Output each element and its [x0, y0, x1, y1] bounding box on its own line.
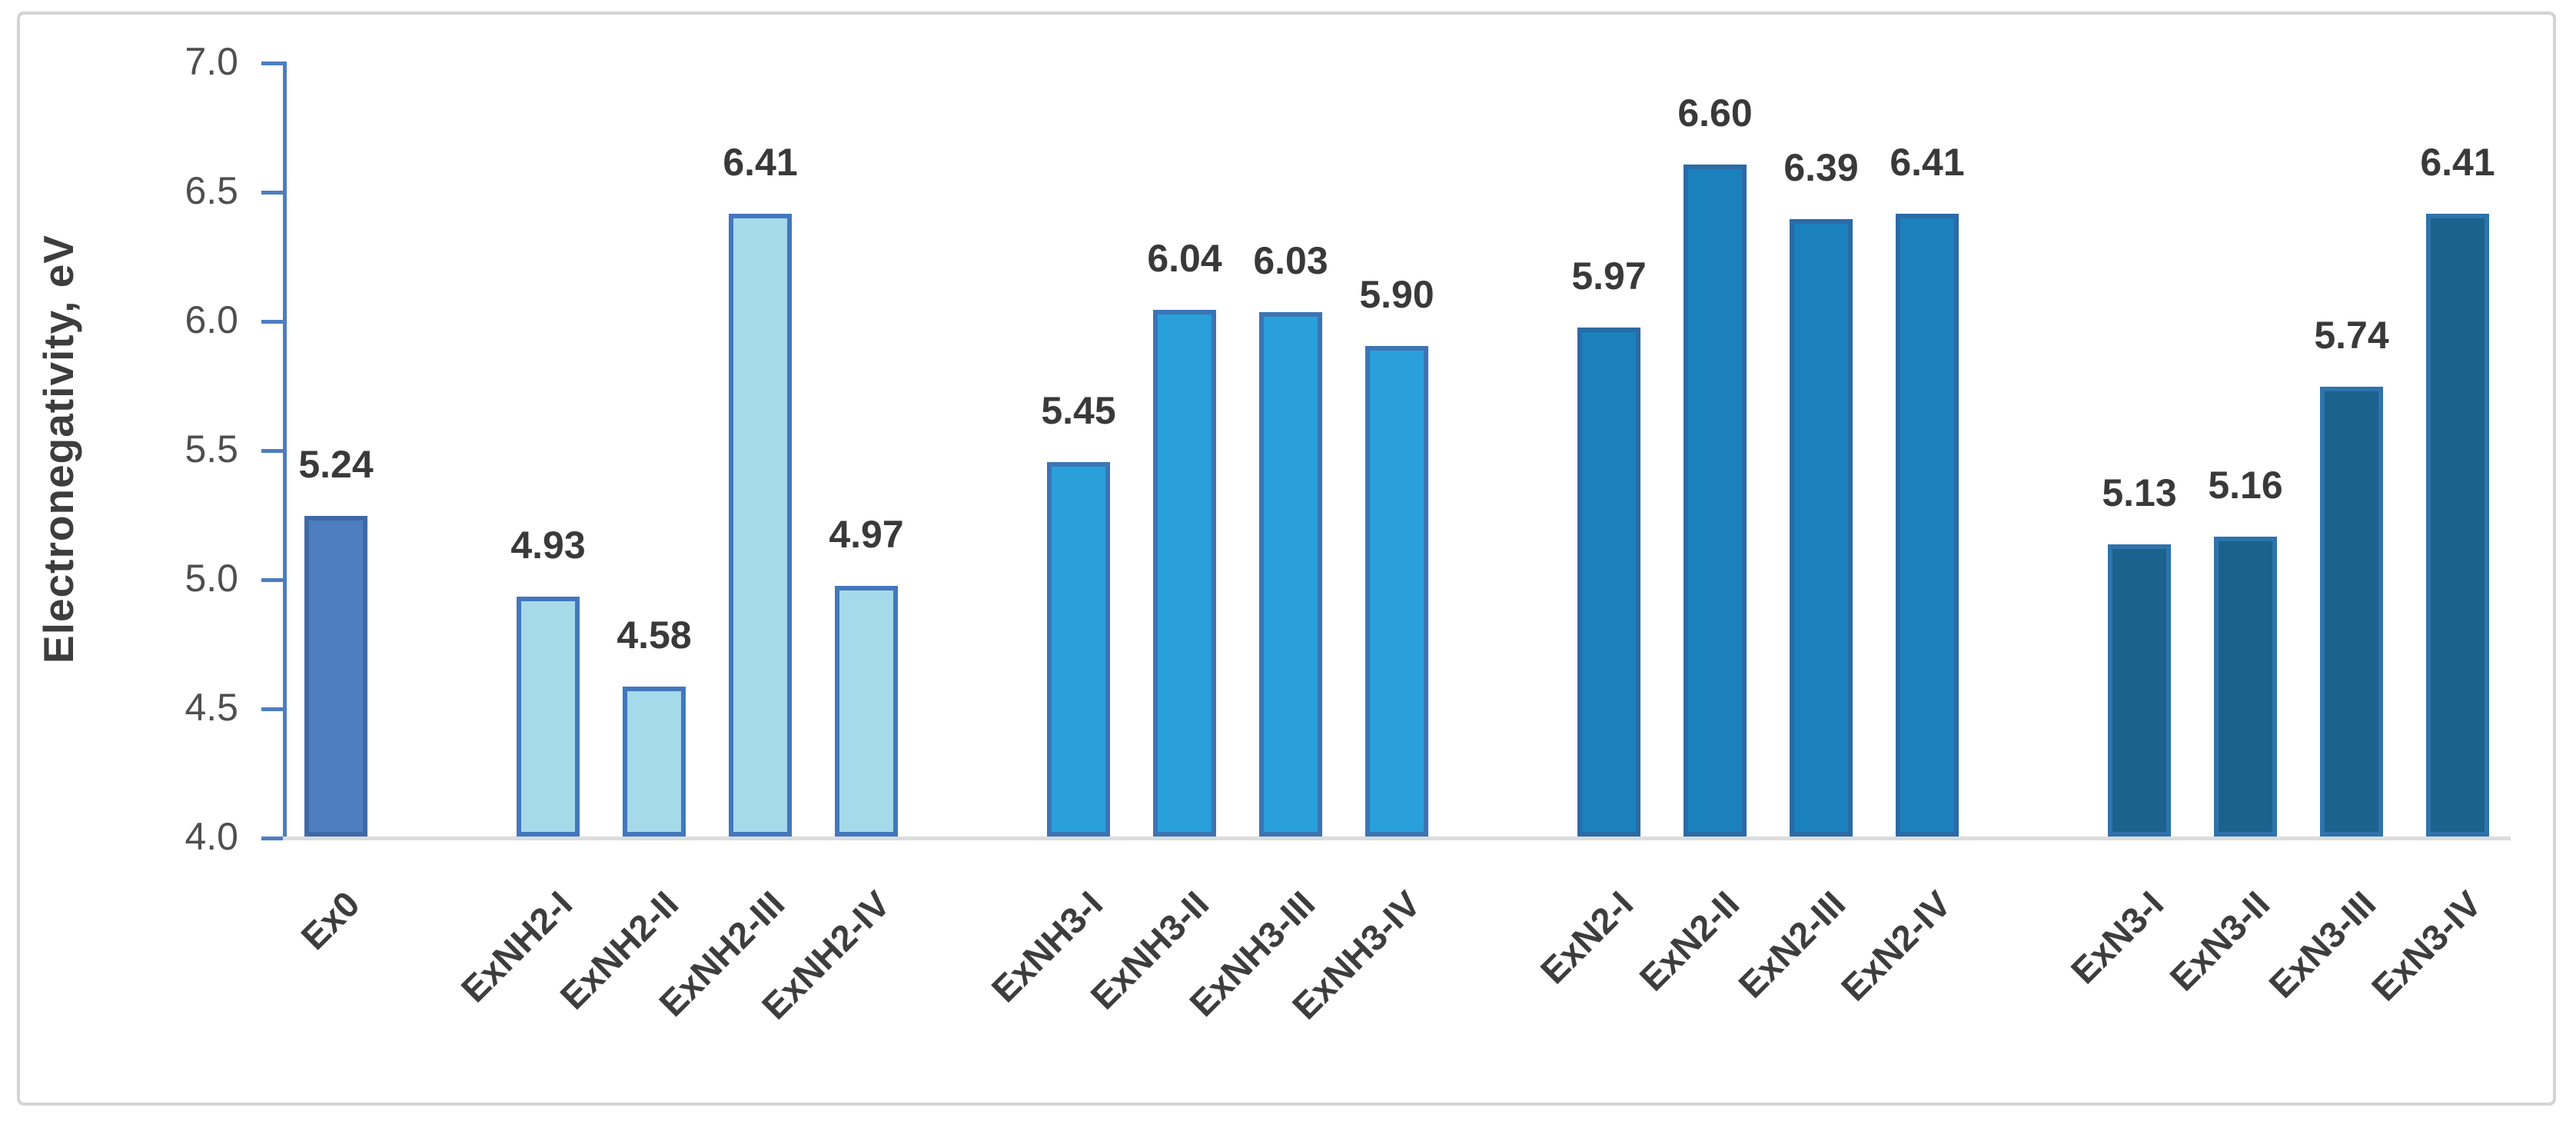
bar-value-label: 4.58 [617, 614, 692, 657]
y-tick-label: 4.5 [184, 686, 238, 729]
bar-value-label: 5.24 [298, 443, 374, 487]
bar [1365, 345, 1428, 837]
bar-value-label: 5.13 [2102, 471, 2177, 515]
y-tick-label: 6.0 [184, 298, 238, 341]
bar [2214, 537, 2277, 837]
y-tick-label: 4.0 [184, 815, 238, 858]
bar [1790, 218, 1853, 837]
y-tick-mark [261, 837, 283, 840]
bar [729, 214, 792, 837]
bar-value-label: 5.16 [2208, 464, 2283, 507]
bar-value-label: 4.97 [829, 513, 904, 557]
y-tick-label: 5.5 [184, 427, 238, 471]
bar-value-label: 6.03 [1253, 238, 1328, 282]
bar-value-label: 5.97 [1571, 254, 1647, 298]
bar-value-label: 5.90 [1359, 272, 1434, 316]
y-tick-label: 7.0 [184, 40, 238, 83]
bar [1047, 461, 1110, 837]
bar [304, 516, 367, 837]
y-tick-label: 5.0 [184, 557, 238, 600]
bar [517, 596, 580, 837]
y-tick-label: 6.5 [184, 169, 238, 212]
bar-value-label: 4.93 [510, 523, 586, 567]
bar-value-label: 5.45 [1041, 388, 1116, 432]
bar [835, 586, 898, 837]
bar-value-label: 6.41 [2420, 141, 2495, 185]
bar [623, 687, 686, 837]
bar [1896, 214, 1959, 837]
bar-value-label: 5.74 [2314, 314, 2389, 358]
y-tick-mark [261, 578, 283, 582]
bar [1259, 311, 1322, 837]
bar-value-label: 6.41 [1890, 141, 1965, 185]
y-tick-mark [261, 449, 283, 453]
bar [2426, 214, 2489, 837]
x-axis-line [261, 837, 2511, 840]
bar [1684, 165, 1747, 837]
bar [2108, 544, 2171, 837]
y-axis-line [283, 62, 287, 840]
y-tick-mark [261, 191, 283, 195]
y-tick-mark [261, 707, 283, 711]
bar-value-label: 6.39 [1783, 145, 1859, 189]
bar [1153, 309, 1216, 837]
bar-value-label: 6.60 [1677, 91, 1753, 135]
bar [1577, 328, 1640, 837]
bar-value-label: 6.41 [723, 141, 798, 185]
bar-value-label: 6.04 [1147, 236, 1222, 280]
bar [2320, 387, 2383, 837]
y-tick-mark [261, 62, 283, 65]
y-tick-mark [261, 320, 283, 324]
y-axis-title: Electronegativity, eV [35, 235, 82, 664]
